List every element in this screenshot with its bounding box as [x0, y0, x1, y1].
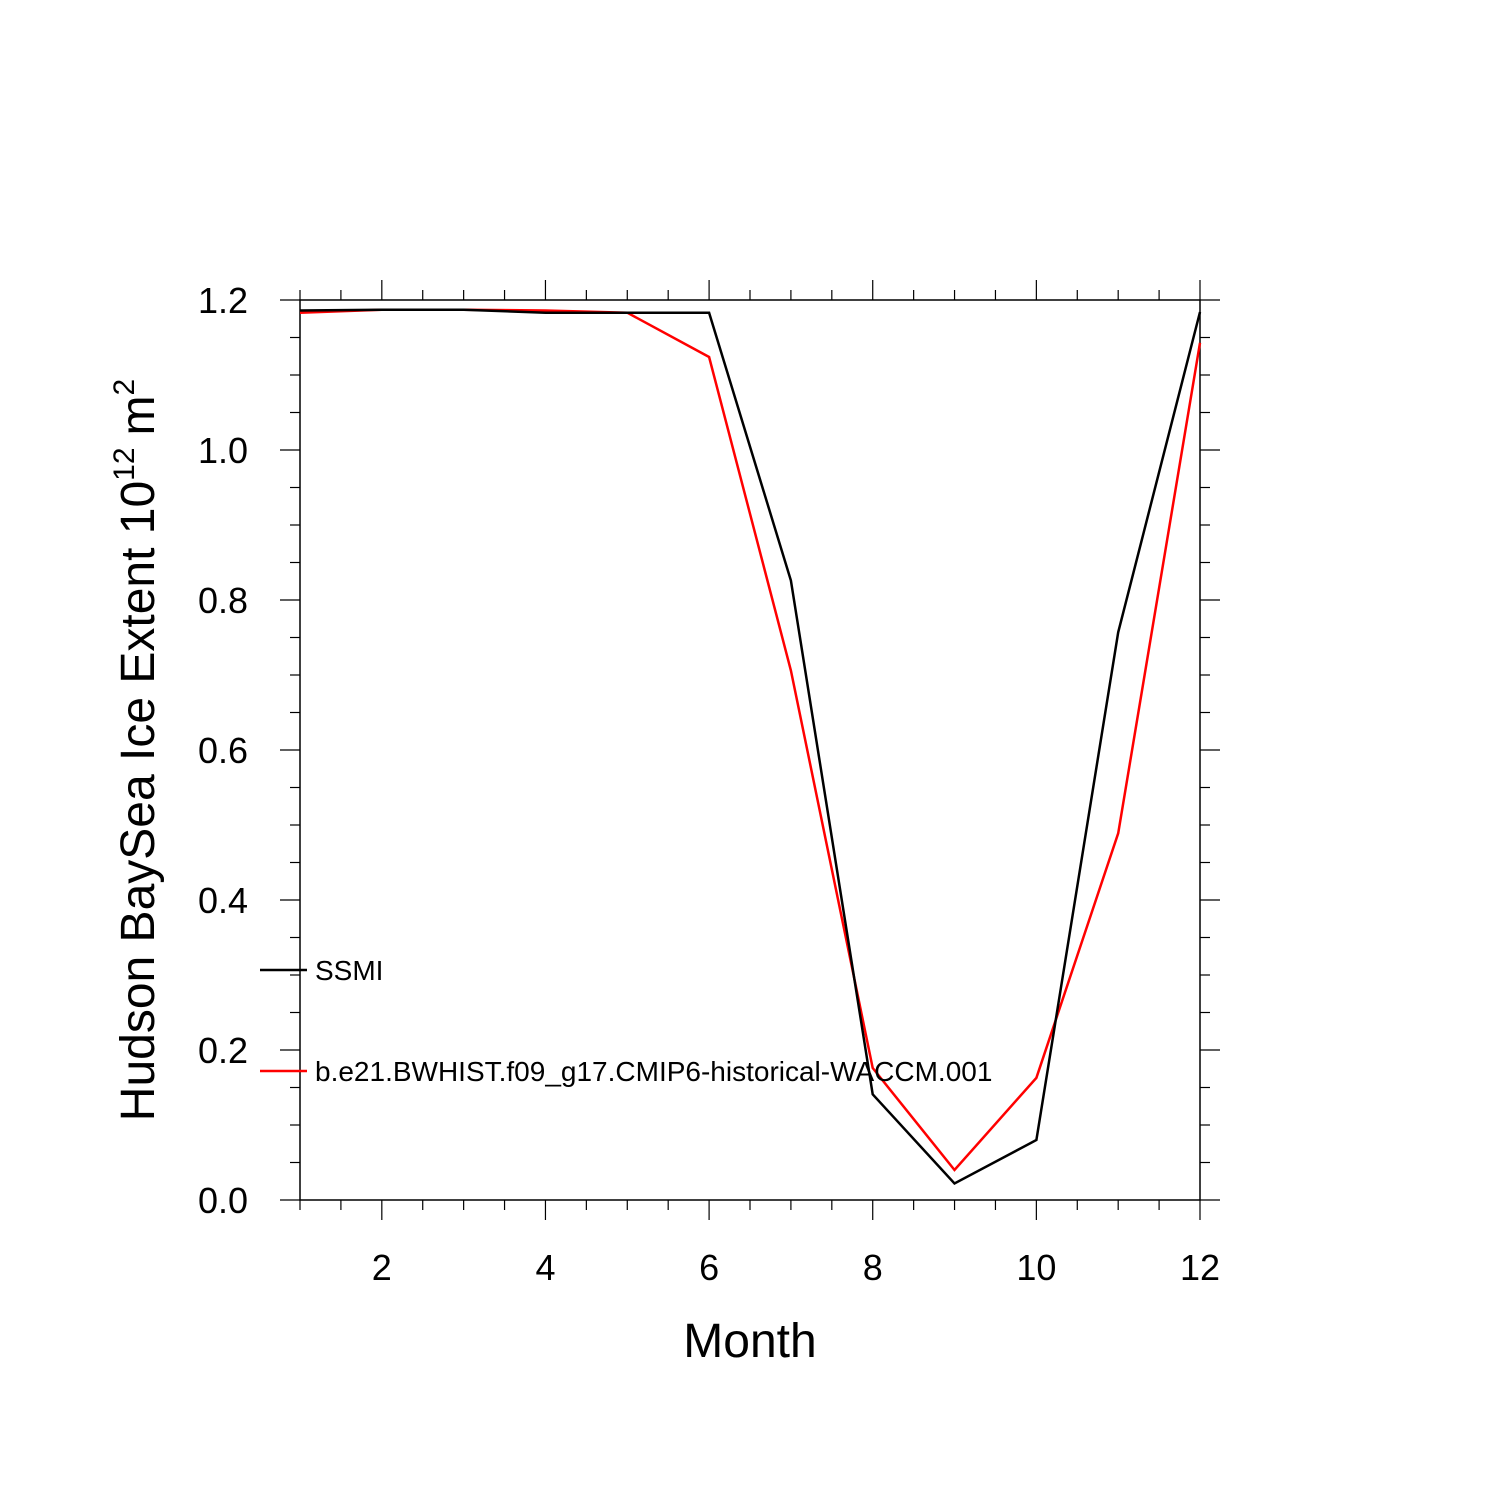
x-tick-label: 10: [1016, 1247, 1056, 1288]
y-axis-title: Hudson BaySea Ice Extent 1012 m2: [108, 379, 165, 1121]
y-tick-label: 0.0: [198, 1180, 248, 1221]
y-axis-title-exponent: 12: [108, 447, 141, 480]
x-tick-label: 8: [863, 1247, 883, 1288]
y-tick-label: 0.8: [198, 580, 248, 621]
x-axis-title: Month: [683, 1315, 816, 1368]
x-tick-label: 12: [1180, 1247, 1220, 1288]
legend-label: b.e21.BWHIST.f09_g17.CMIP6-historical-WA…: [315, 1056, 992, 1087]
series-line-ssmi: [299, 308, 1202, 1186]
y-tick-label: 1.0: [198, 430, 248, 471]
y-tick-label: 0.6: [198, 730, 248, 771]
y-tick-label: 1.2: [198, 280, 248, 321]
x-tick-label: 6: [699, 1247, 719, 1288]
legend-label: SSMI: [315, 955, 383, 986]
x-tick-label: 2: [372, 1247, 392, 1288]
series-line-model: [299, 308, 1202, 1172]
x-tick-label: 4: [535, 1247, 555, 1288]
y-tick-label: 0.4: [198, 880, 248, 921]
y-axis-title-unit: m: [112, 395, 165, 435]
legend: SSMI b.e21.BWHIST.f09_g17.CMIP6-historica…: [260, 955, 992, 1087]
y-axis-title-text: Hudson BaySea Ice Extent 10: [112, 481, 165, 1121]
axis-ticks: [280, 280, 1220, 1220]
y-axis-title-unit-exponent: 2: [108, 379, 141, 396]
axis-tick-labels: 2 4 6 8 10 12 0.0 0.2 0.4 0.6 0.8 1.0 1.2: [198, 280, 1220, 1288]
y-tick-label: 0.2: [198, 1030, 248, 1071]
series-lines: [299, 308, 1202, 1186]
